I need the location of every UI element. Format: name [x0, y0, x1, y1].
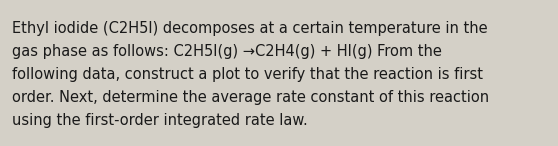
- Text: order. Next, determine the average rate constant of this reaction: order. Next, determine the average rate …: [12, 90, 489, 105]
- Text: Ethyl iodide (C2H5I) decomposes at a certain temperature in the: Ethyl iodide (C2H5I) decomposes at a cer…: [12, 21, 488, 36]
- Text: following data, construct a plot to verify that the reaction is first: following data, construct a plot to veri…: [12, 67, 483, 82]
- Text: gas phase as follows: C2H5I(g) →C2H4(g) + HI(g) From the: gas phase as follows: C2H5I(g) →C2H4(g) …: [12, 44, 442, 59]
- Text: using the first-order integrated rate law.: using the first-order integrated rate la…: [12, 113, 308, 128]
